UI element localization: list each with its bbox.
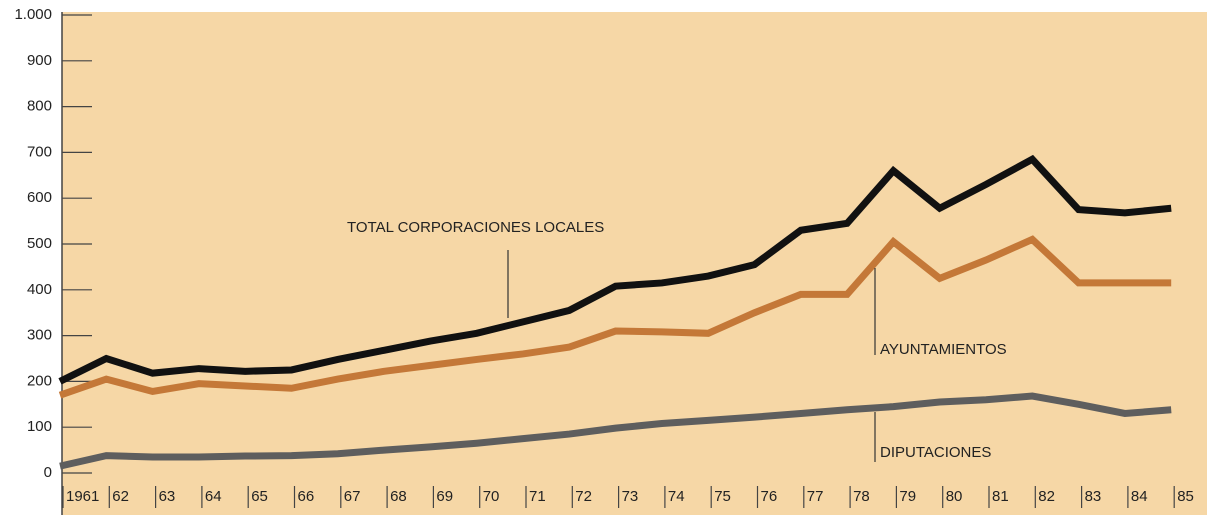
x-tick-label: 66 [298,488,315,505]
x-tick-label: 82 [1038,488,1055,505]
x-tick-label: 68 [390,488,407,505]
series-label: AYUNTAMIENTOS [880,341,1007,358]
x-tick-label: 71 [529,488,546,505]
series-line [59,392,1172,470]
x-tick-label: 70 [483,488,500,505]
x-tick-label: 74 [668,488,685,505]
x-tick-label: 85 [1177,488,1194,505]
series-label: DIPUTACIONES [880,444,991,461]
y-tick-label: 300 [27,327,52,344]
x-tick-label: 77 [807,488,824,505]
x-tick-label: 63 [159,488,176,505]
x-tick-label: 76 [761,488,778,505]
x-tick-label: 78 [853,488,870,505]
y-tick-label: 800 [27,98,52,115]
x-tick-label: 69 [436,488,453,505]
x-tick-label: 72 [575,488,592,505]
x-tick-label: 73 [622,488,639,505]
x-tick-label: 81 [992,488,1009,505]
x-tick-label: 83 [1085,488,1102,505]
y-tick-label: 500 [27,235,52,252]
x-tick-label: 84 [1131,488,1148,505]
series-label: TOTAL CORPORACIONES LOCALES [347,219,604,236]
y-tick-label: 200 [27,372,52,389]
x-tick-label: 67 [344,488,361,505]
x-tick-label: 79 [899,488,916,505]
x-tick-label: 80 [946,488,963,505]
y-tick-label: 1.000 [14,6,52,23]
series-line [58,235,1172,399]
y-tick-label: 700 [27,143,52,160]
series-line [58,154,1172,385]
x-tick-label: 64 [205,488,222,505]
plot-background [62,12,1207,515]
x-tick-label: 1961 [66,488,99,505]
x-tick-label: 62 [112,488,129,505]
y-tick-label: 0 [44,464,52,481]
y-tick-label: 100 [27,418,52,435]
x-tick-label: 75 [714,488,731,505]
y-tick-label: 400 [27,281,52,298]
x-tick-label: 65 [251,488,268,505]
y-tick-label: 900 [27,52,52,69]
y-tick-label: 600 [27,189,52,206]
